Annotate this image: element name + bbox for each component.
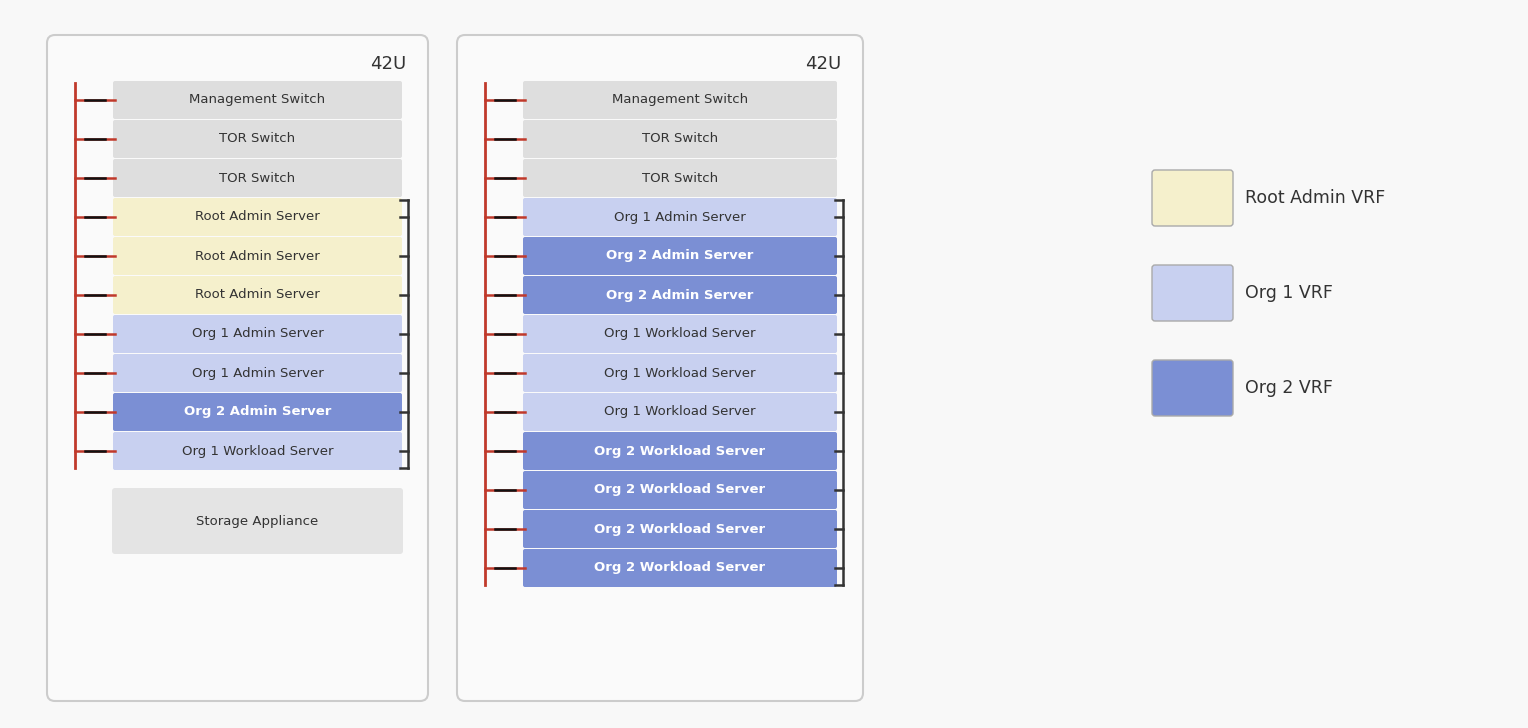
Text: Org 1 Workload Server: Org 1 Workload Server (604, 328, 756, 341)
FancyBboxPatch shape (523, 198, 837, 236)
FancyBboxPatch shape (1152, 360, 1233, 416)
FancyBboxPatch shape (113, 198, 402, 236)
Text: Org 1 VRF: Org 1 VRF (1245, 284, 1332, 302)
FancyBboxPatch shape (523, 510, 837, 548)
FancyBboxPatch shape (113, 393, 402, 431)
Text: Org 1 Admin Server: Org 1 Admin Server (191, 328, 324, 341)
FancyBboxPatch shape (112, 488, 403, 554)
FancyBboxPatch shape (523, 471, 837, 509)
Text: Org 1 Admin Server: Org 1 Admin Server (191, 366, 324, 379)
Text: Org 2 Workload Server: Org 2 Workload Server (594, 483, 766, 496)
FancyBboxPatch shape (523, 120, 837, 158)
FancyBboxPatch shape (457, 35, 863, 701)
FancyBboxPatch shape (113, 237, 402, 275)
Text: 42U: 42U (370, 55, 406, 73)
FancyBboxPatch shape (523, 276, 837, 314)
FancyBboxPatch shape (1152, 170, 1233, 226)
Text: TOR Switch: TOR Switch (642, 132, 718, 146)
Text: Org 1 Admin Server: Org 1 Admin Server (614, 210, 746, 223)
Text: TOR Switch: TOR Switch (220, 132, 295, 146)
Text: Org 2 Workload Server: Org 2 Workload Server (594, 523, 766, 536)
FancyBboxPatch shape (523, 237, 837, 275)
Text: Org 1 Workload Server: Org 1 Workload Server (604, 405, 756, 419)
Text: Org 2 Workload Server: Org 2 Workload Server (594, 561, 766, 574)
FancyBboxPatch shape (523, 354, 837, 392)
FancyBboxPatch shape (523, 393, 837, 431)
Text: Root Admin VRF: Root Admin VRF (1245, 189, 1386, 207)
FancyBboxPatch shape (113, 159, 402, 197)
FancyBboxPatch shape (523, 549, 837, 587)
Text: Org 2 VRF: Org 2 VRF (1245, 379, 1332, 397)
Text: Storage Appliance: Storage Appliance (197, 515, 319, 528)
FancyBboxPatch shape (113, 432, 402, 470)
FancyBboxPatch shape (1152, 265, 1233, 321)
Text: Org 2 Admin Server: Org 2 Admin Server (183, 405, 332, 419)
FancyBboxPatch shape (523, 81, 837, 119)
FancyBboxPatch shape (523, 159, 837, 197)
Text: Management Switch: Management Switch (189, 93, 325, 106)
Text: Org 2 Admin Server: Org 2 Admin Server (607, 288, 753, 301)
Text: Org 1 Workload Server: Org 1 Workload Server (182, 445, 333, 457)
Text: Org 2 Workload Server: Org 2 Workload Server (594, 445, 766, 457)
Text: Root Admin Server: Root Admin Server (196, 288, 319, 301)
FancyBboxPatch shape (113, 120, 402, 158)
FancyBboxPatch shape (113, 81, 402, 119)
Text: Root Admin Server: Root Admin Server (196, 250, 319, 263)
FancyBboxPatch shape (523, 315, 837, 353)
Text: Management Switch: Management Switch (611, 93, 749, 106)
FancyBboxPatch shape (47, 35, 428, 701)
Text: TOR Switch: TOR Switch (220, 172, 295, 184)
Text: Org 1 Workload Server: Org 1 Workload Server (604, 366, 756, 379)
Text: 42U: 42U (805, 55, 840, 73)
Text: Root Admin Server: Root Admin Server (196, 210, 319, 223)
FancyBboxPatch shape (113, 354, 402, 392)
FancyBboxPatch shape (113, 276, 402, 314)
Text: Org 2 Admin Server: Org 2 Admin Server (607, 250, 753, 263)
Text: TOR Switch: TOR Switch (642, 172, 718, 184)
FancyBboxPatch shape (523, 432, 837, 470)
FancyBboxPatch shape (113, 315, 402, 353)
